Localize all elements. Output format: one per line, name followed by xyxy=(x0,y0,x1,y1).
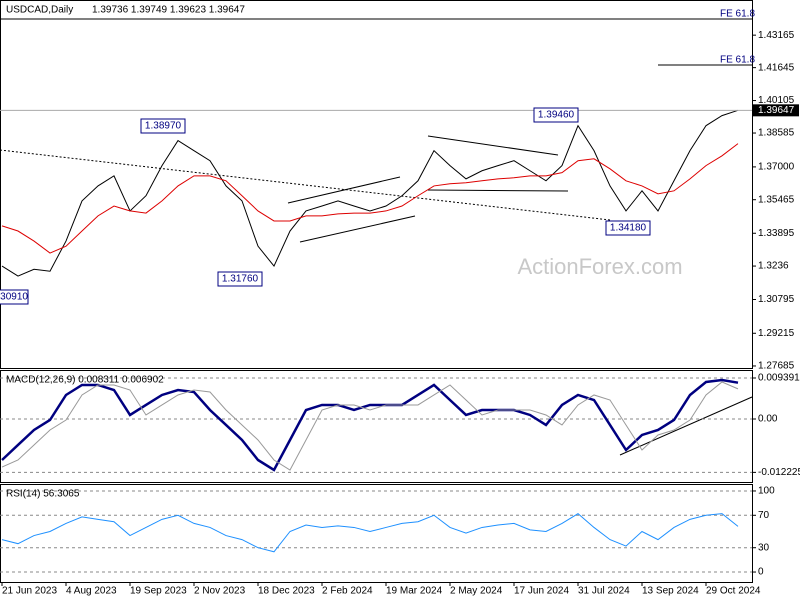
annotation: 1.31760 xyxy=(222,274,259,285)
annotation-box xyxy=(0,289,29,305)
price-panel xyxy=(0,0,753,369)
x-tick-label: 13 Sep 2024 xyxy=(642,586,699,597)
annotation: 1.34180 xyxy=(610,223,647,234)
x-tick-label: 2 Nov 2023 xyxy=(194,586,246,597)
y-tick-label: 1.27685 xyxy=(758,361,795,372)
macd-panel xyxy=(0,370,753,483)
y-tick-label: 1.29215 xyxy=(758,328,795,339)
x-tick-label: 31 Jul 2024 xyxy=(578,586,630,597)
y-tick-label: 1.33895 xyxy=(758,228,795,239)
wedge-line xyxy=(427,189,569,192)
y-tick-label: -0.012225 xyxy=(758,467,800,478)
x-tick-label: 29 Oct 2024 xyxy=(706,586,761,597)
series-line xyxy=(1,143,739,254)
series-line xyxy=(1,378,739,472)
annotation-box xyxy=(217,271,263,287)
panel-title: MACD(12,26,9) 0.008311 0.006902 xyxy=(6,375,164,386)
y-tick-label: 100 xyxy=(758,486,775,497)
y-tick-label: 0.009391 xyxy=(758,373,800,384)
x-tick-label: 19 Sep 2023 xyxy=(130,586,187,597)
x-tick-label: 2 May 2024 xyxy=(450,586,503,597)
annotation: 1.39460 xyxy=(538,110,575,121)
channel-line xyxy=(287,176,401,204)
y-tick-label: 0 xyxy=(758,567,764,578)
annotation: FE 61.8 xyxy=(720,55,755,66)
macd-trend-line xyxy=(619,396,753,456)
y-tick-label: 1.3236 xyxy=(758,261,789,272)
x-tick-label: 19 Mar 2024 xyxy=(386,586,443,597)
x-tick-label: 18 Dec 2023 xyxy=(258,586,315,597)
trend-line xyxy=(0,149,611,221)
panel-title: RSI(14) 56.3065 xyxy=(6,489,80,500)
panel-title: USDCAD,Daily xyxy=(6,5,73,16)
x-tick-label: 2 Feb 2024 xyxy=(322,586,373,597)
y-tick-label: 1.43165 xyxy=(758,30,795,41)
x-tick-label: 4 Aug 2023 xyxy=(66,586,117,597)
y-tick-label: 1.37000 xyxy=(758,162,795,173)
y-tick-label: 1.38585 xyxy=(758,128,795,139)
y-tick-label: 30 xyxy=(758,542,770,553)
wedge-line xyxy=(427,135,559,156)
series-line xyxy=(1,513,739,553)
y-tick-label: 1.35465 xyxy=(758,194,795,205)
x-tick-label: 21 Jun 2023 xyxy=(2,586,57,597)
panel-subtitle: 1.39736 1.39749 1.39623 1.39647 xyxy=(92,5,245,16)
y-tick-label: 0.00 xyxy=(758,414,778,425)
annotation-box xyxy=(140,118,186,134)
annotation: 1.38970 xyxy=(145,121,182,132)
y-tick-label: 1.40105 xyxy=(758,95,795,106)
x-tick-label: 17 Jun 2024 xyxy=(514,586,569,597)
watermark: ActionForex.com xyxy=(517,254,682,279)
annotation-box xyxy=(605,220,651,236)
series-line xyxy=(1,109,739,277)
annotation: FE 61.8 xyxy=(720,9,755,20)
annotation-box xyxy=(533,107,579,123)
price-label: 1.39647 xyxy=(758,105,795,116)
y-tick-label: 1.41645 xyxy=(758,62,795,73)
price-box xyxy=(753,104,799,117)
annotation: 1.30910 xyxy=(0,292,28,303)
channel-line xyxy=(299,215,416,243)
y-tick-label: 1.30795 xyxy=(758,294,795,305)
rsi-panel xyxy=(0,484,753,583)
series-line xyxy=(1,381,739,471)
y-tick-label: 70 xyxy=(758,510,770,521)
